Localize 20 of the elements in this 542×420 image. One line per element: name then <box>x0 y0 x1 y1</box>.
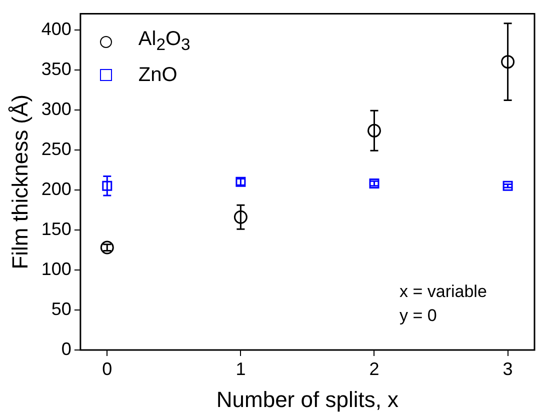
x-tick-label: 2 <box>369 358 380 379</box>
x-tick-label: 0 <box>102 358 112 379</box>
legend-label: ZnO <box>138 62 178 88</box>
x-axis-title: Number of splits, x <box>216 386 399 412</box>
annotation: y = 0 <box>400 305 438 327</box>
x-tick-label: 1 <box>236 358 246 379</box>
y-tick-label: 100 <box>41 258 72 279</box>
y-axis-title: Film thickness (Å) <box>7 94 32 270</box>
y-tick-label: 350 <box>41 58 72 79</box>
x-tick-label: 3 <box>502 358 513 379</box>
y-tick-label: 250 <box>41 138 72 159</box>
point <box>100 240 114 254</box>
y-tick-label: 200 <box>41 178 72 199</box>
legend-label: Al$_{2}$O$_{3}$ <box>138 26 190 56</box>
y-tick-label: 300 <box>41 98 72 119</box>
y-tick-label: 50 <box>51 298 72 319</box>
y-tick-label: 0 <box>61 338 72 359</box>
y-tick-label: 400 <box>41 18 72 39</box>
annotation: x = variable <box>400 281 487 303</box>
y-tick-label: 150 <box>41 218 72 239</box>
